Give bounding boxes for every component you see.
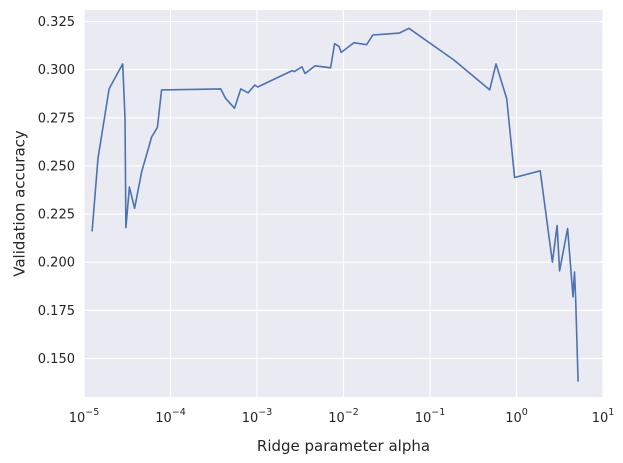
- y-tick-label: 0.325: [38, 15, 75, 30]
- y-tick-label: 0.250: [38, 159, 75, 174]
- y-tick-label: 0.300: [38, 63, 75, 78]
- x-tick-label: 100: [505, 407, 528, 426]
- validation-accuracy-line: [91, 27, 579, 382]
- y-tick-label: 0.150: [38, 352, 75, 367]
- x-tick-label: 10−2: [328, 407, 359, 426]
- x-axis-label: Ridge parameter alpha: [257, 437, 430, 455]
- y-axis-tick-labels: 0.150 0.175 0.200 0.225 0.250 0.275 0.300 0.325: [38, 15, 75, 367]
- x-tick-label: 10−3: [242, 407, 273, 426]
- x-tick-label: 10−1: [415, 407, 446, 426]
- y-tick-label: 0.200: [38, 256, 75, 271]
- y-tick-label: 0.275: [38, 111, 75, 126]
- y-tick-label: 0.175: [38, 304, 75, 319]
- vertical-gridlines: [83, 10, 604, 397]
- x-tick-label: 10−4: [155, 407, 186, 426]
- y-tick-label: 0.225: [38, 208, 75, 223]
- y-axis-label: Validation accuracy: [11, 130, 29, 277]
- x-tick-label: 101: [592, 407, 615, 426]
- x-tick-label: 10−5: [69, 407, 100, 426]
- x-axis-tick-labels: 10−5 10−4 10−3 10−2 10−1 100 101: [69, 407, 615, 426]
- horizontal-gridlines: [84, 20, 603, 360]
